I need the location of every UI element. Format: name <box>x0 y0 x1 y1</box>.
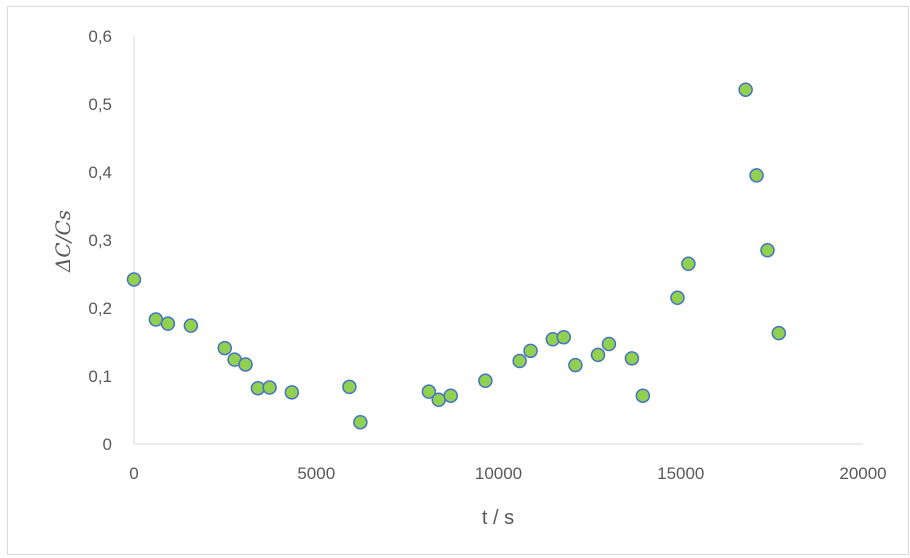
axes <box>133 36 863 445</box>
data-point <box>284 385 300 400</box>
data-point <box>681 256 696 272</box>
data-point <box>568 357 583 373</box>
chart-border <box>7 6 909 555</box>
y-tick-labels: 0 0,1 0,2 0,3 0,4 0,5 0,6 <box>88 27 112 454</box>
data-point <box>342 379 357 395</box>
data-point <box>148 312 164 327</box>
x-axis-title: t / s <box>482 507 514 529</box>
data-point <box>478 373 493 389</box>
x-tick-labels: 0 5000 10000 15000 20000 <box>129 464 886 483</box>
y-tick-label: 0 <box>103 435 112 454</box>
x-tick-label: 20000 <box>839 464 886 483</box>
data-point <box>670 290 685 306</box>
data-point <box>126 272 142 287</box>
x-tick-label: 5000 <box>297 464 335 483</box>
data-point <box>183 318 199 333</box>
data-point <box>635 388 651 403</box>
data-point <box>624 351 640 366</box>
data-point <box>353 414 368 430</box>
data-point <box>771 325 787 341</box>
y-tick-label: 0,3 <box>88 231 112 250</box>
data-point <box>443 388 459 403</box>
x-tick-label: 0 <box>129 464 138 483</box>
data-points <box>126 82 787 430</box>
data-point <box>760 242 775 258</box>
data-point <box>601 336 617 352</box>
data-point <box>262 380 277 395</box>
y-tick-label: 0,5 <box>88 95 112 114</box>
data-point <box>217 340 233 356</box>
data-point <box>512 353 527 369</box>
y-axis-title: ΔC/Cs <box>51 210 75 273</box>
data-point <box>160 316 176 331</box>
data-point <box>590 347 606 363</box>
data-point <box>421 384 437 399</box>
y-tick-label: 0,4 <box>88 163 112 182</box>
data-point <box>431 392 446 408</box>
data-point <box>749 168 764 183</box>
y-tick-label: 0,2 <box>88 299 112 318</box>
x-tick-label: 10000 <box>475 464 522 483</box>
data-point <box>556 329 571 345</box>
x-tick-label: 15000 <box>657 464 704 483</box>
data-point <box>738 82 753 97</box>
data-point <box>523 343 538 359</box>
data-point <box>238 357 253 372</box>
y-tick-label: 0,6 <box>88 27 112 46</box>
y-tick-label: 0,1 <box>88 367 112 386</box>
